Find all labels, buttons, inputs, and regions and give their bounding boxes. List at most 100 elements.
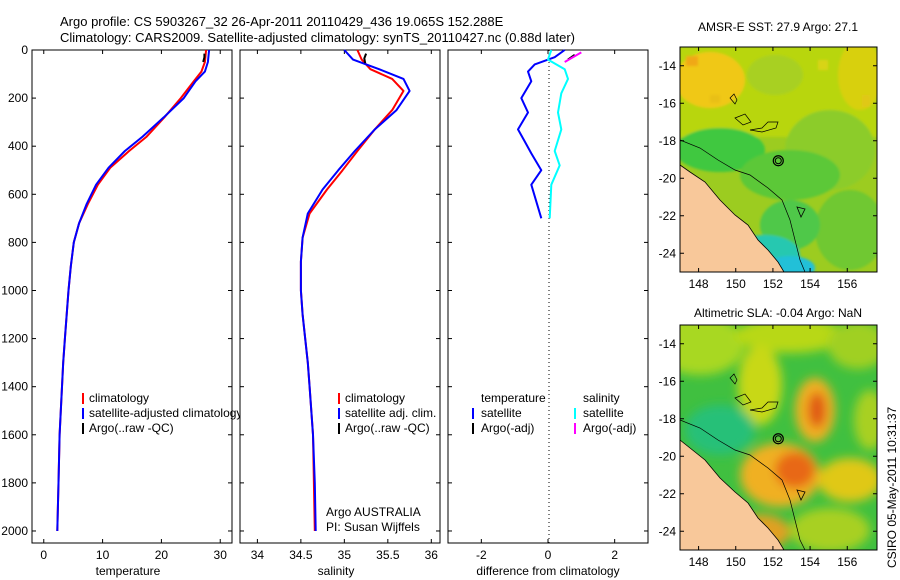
legend-label-salinity-argo: Argo(-adj): [583, 421, 636, 435]
difference-panel: -2 0 2 difference from climatology tempera…: [447, 49, 649, 578]
y-tick-label: 200: [8, 91, 28, 105]
x-tick-label: 0: [545, 548, 552, 562]
x-tick-label: 35: [338, 548, 352, 562]
series-line-salinity-satellite: [547, 49, 569, 219]
sst-map-panel: AMSR-E SST: 27.9 Argo: 27.1: [659, 20, 878, 291]
sst-shelf-contour: [680, 139, 806, 272]
difference-axes: [447, 49, 649, 544]
y-tick-label: -18: [659, 412, 677, 426]
argo-position-dot: [774, 157, 782, 165]
x-tick-label: 152: [763, 277, 783, 291]
temperature-panel: 0 10 20 30 0 200 400 600 800 1000 1200 1400 1600 1800…: [1, 43, 242, 578]
sla-map-title: Altimetric SLA: -0.04 Argo: NaN: [694, 306, 862, 320]
y-tick-label: -20: [659, 171, 677, 185]
sst-map-axes: [679, 46, 878, 273]
argo-position-ring: [772, 433, 784, 445]
x-tick-label: -2: [476, 548, 487, 562]
x-tick-label: 36: [425, 548, 439, 562]
legend-label-satellite: satellite-adjusted climatology: [89, 406, 242, 420]
x-tick-label: 2: [611, 548, 618, 562]
salinity-xlabel: salinity: [318, 564, 355, 578]
salinity-lines: [299, 49, 411, 532]
sst-reef: [729, 93, 779, 133]
sla-land: [680, 439, 785, 550]
y-tick-label: -24: [659, 246, 677, 260]
y-tick-label: -18: [659, 134, 677, 148]
figure-title-line1: Argo profile: CS 5903267_32 26-Apr-2011 …: [60, 14, 504, 29]
temperature-ticks: 0 10 20 30 0 200 400 600 800 1000 1200 1400 1600 1800…: [1, 43, 232, 562]
legend-label-argo: Argo(..raw -QC): [345, 421, 430, 435]
y-tick-label: -22: [659, 209, 677, 223]
x-tick-label: 154: [800, 555, 820, 569]
sst-argo-marker: [772, 155, 784, 167]
sla-map-axes: [679, 324, 878, 551]
argo-position-dot: [774, 435, 782, 443]
x-tick-label: 154: [800, 277, 820, 291]
sst-map-title: AMSR-E SST: 27.9 Argo: 27.1: [698, 20, 858, 34]
sst-field: [680, 47, 877, 272]
series-line-argo-raw-qc: [363, 53, 368, 64]
difference-lines: [517, 49, 582, 219]
legend-group-salinity: salinity: [583, 391, 620, 405]
sst-land: [680, 164, 785, 272]
x-tick-label: 156: [837, 277, 857, 291]
salinity-panel: 34 34.5 35 35.5 36 salinity climatology sate…: [239, 49, 441, 578]
legend-label-temperature-argo: Argo(-adj): [481, 421, 534, 435]
series-line-satellite-adjusted-climatology: [56, 49, 211, 532]
x-tick-label: 152: [763, 555, 783, 569]
credit-line2: PI: Susan Wijffels: [326, 520, 420, 534]
temperature-xlabel: temperature: [96, 564, 161, 578]
x-tick-label: 35.5: [376, 548, 400, 562]
y-tick-label: -16: [659, 96, 677, 110]
y-tick-label: 1600: [1, 428, 28, 442]
difference-ticks: -2 0 2: [448, 49, 648, 562]
sla-shelf-contour: [680, 419, 806, 550]
y-tick-label: -20: [659, 449, 677, 463]
y-tick-label: 400: [8, 139, 28, 153]
legend-label-salinity-satellite: satellite: [583, 406, 624, 420]
y-tick-label: -16: [659, 374, 677, 388]
y-tick-label: -14: [659, 337, 677, 351]
y-tick-label: 1000: [1, 283, 28, 297]
sla-field: [680, 325, 877, 550]
sla-reef: [729, 373, 779, 413]
x-tick-label: 20: [155, 548, 169, 562]
sla-reef-marker: [796, 489, 806, 501]
x-tick-label: 10: [96, 548, 110, 562]
y-tick-label: 1800: [1, 476, 28, 490]
legend-label-satellite: satellite adj. clim.: [345, 406, 436, 420]
timestamp: CSIRO 05-May-2011 10:31:37: [885, 406, 899, 568]
sla-map-panel: Altimetric SLA: -0.04 Argo: NaN: [659, 306, 878, 569]
y-tick-label: 2000: [1, 524, 28, 538]
sst-map-ticks: 148 150 152 154 156 -14 -16 -18 -20 -22 -24: [659, 47, 877, 291]
x-tick-label: 0: [40, 548, 47, 562]
series-line-salinity-argo-adj: [564, 51, 582, 63]
temperature-axes: [31, 49, 233, 544]
series-line-satellite-adj-clim: [299, 49, 411, 532]
temperature-legend: climatology satellite-adjusted climatolo…: [82, 391, 242, 435]
x-tick-label: 150: [726, 277, 746, 291]
y-tick-label: 1400: [1, 380, 28, 394]
difference-xlabel: difference from climatology: [476, 564, 619, 578]
series-line-temperature-satellite: [517, 49, 566, 219]
x-tick-label: 34.5: [289, 548, 313, 562]
salinity-axes: [239, 49, 441, 544]
sla-argo-marker: [772, 433, 784, 445]
legend-group-temperature: temperature: [481, 391, 546, 405]
x-tick-label: 150: [726, 555, 746, 569]
salinity-legend: climatology satellite adj. clim. Argo(..…: [338, 391, 436, 435]
legend-label-argo: Argo(..raw -QC): [89, 421, 174, 435]
legend-label-climatology: climatology: [89, 391, 149, 405]
figure-title-line2: Climatology: CARS2009. Satellite-adjuste…: [60, 30, 575, 45]
x-tick-label: 148: [689, 555, 709, 569]
y-tick-label: 600: [8, 187, 28, 201]
salinity-ticks: 34 34.5 35 35.5 36: [240, 49, 440, 562]
x-tick-label: 34: [251, 548, 265, 562]
y-tick-label: -24: [659, 524, 677, 538]
x-tick-label: 156: [837, 555, 857, 569]
sst-reef-marker: [796, 206, 806, 218]
y-tick-label: 0: [21, 43, 28, 57]
temperature-lines: [56, 49, 211, 532]
y-tick-label: 1200: [1, 332, 28, 346]
credit-line1: Argo AUSTRALIA: [326, 505, 421, 519]
